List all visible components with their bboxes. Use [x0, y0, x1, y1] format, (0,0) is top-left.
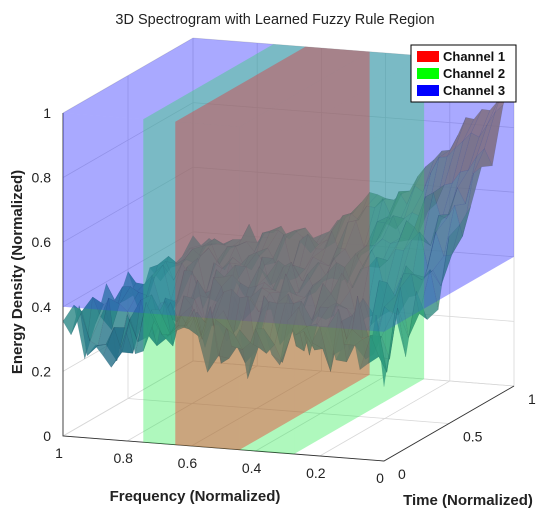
region-left-face	[294, 56, 425, 454]
z-tick-label: 0.2	[32, 363, 52, 379]
x-tick-label: 0.2	[306, 465, 326, 481]
grid-line	[192, 38, 515, 387]
x-tick-label: 0	[376, 470, 384, 486]
legend-swatch	[417, 68, 439, 79]
x-tick-label: 1	[55, 445, 63, 461]
y-axis-label: Time (Normalized)	[403, 492, 533, 509]
z-tick-label: 0	[43, 428, 51, 444]
energy-surface	[62, 73, 515, 387]
surface-patch	[62, 304, 83, 336]
region-top-face	[175, 46, 370, 127]
y-tick-label: 0.5	[463, 429, 483, 445]
region-bottom-face	[175, 369, 370, 450]
region-front-face	[143, 119, 295, 455]
x-tick-label: 0.4	[242, 460, 262, 476]
region-top-face	[143, 44, 425, 131]
legend: Channel 1 Channel 2 Channel 3	[410, 44, 517, 103]
z-tick-label: 1	[43, 105, 51, 121]
x-tick-label: 0.8	[113, 450, 133, 466]
legend-swatch	[417, 51, 439, 62]
z-tick-label: 0.4	[32, 299, 52, 315]
z-tick-label: 0.6	[32, 234, 52, 250]
region-left-face	[239, 51, 370, 450]
x-tick-label: 0.6	[178, 455, 198, 471]
region-side-face	[63, 38, 193, 307]
axes-box	[62, 113, 515, 462]
region-top-face	[63, 38, 514, 138]
legend-swatch	[417, 85, 439, 96]
region-left-face	[384, 63, 514, 332]
y-tick-label: 1	[528, 391, 536, 407]
legend-label: Channel 1	[443, 49, 505, 64]
y-tick-label: 0	[398, 466, 406, 482]
z-axis-label: Energy Density (Normalized)	[9, 170, 26, 374]
chart-title: 3D Spectrogram with Learned Fuzzy Rule R…	[115, 12, 434, 28]
region-bottom-face	[143, 367, 425, 454]
region-front-face	[175, 121, 240, 450]
grid-line	[127, 75, 450, 424]
rule-regions-front	[63, 38, 514, 455]
legend-label: Channel 3	[443, 83, 505, 98]
legend-label: Channel 2	[443, 66, 505, 81]
x-axis-label: Frequency (Normalized)	[110, 488, 281, 505]
region-front-face	[63, 113, 384, 332]
z-tick-label: 0.8	[32, 170, 52, 186]
axis-line	[62, 113, 515, 462]
